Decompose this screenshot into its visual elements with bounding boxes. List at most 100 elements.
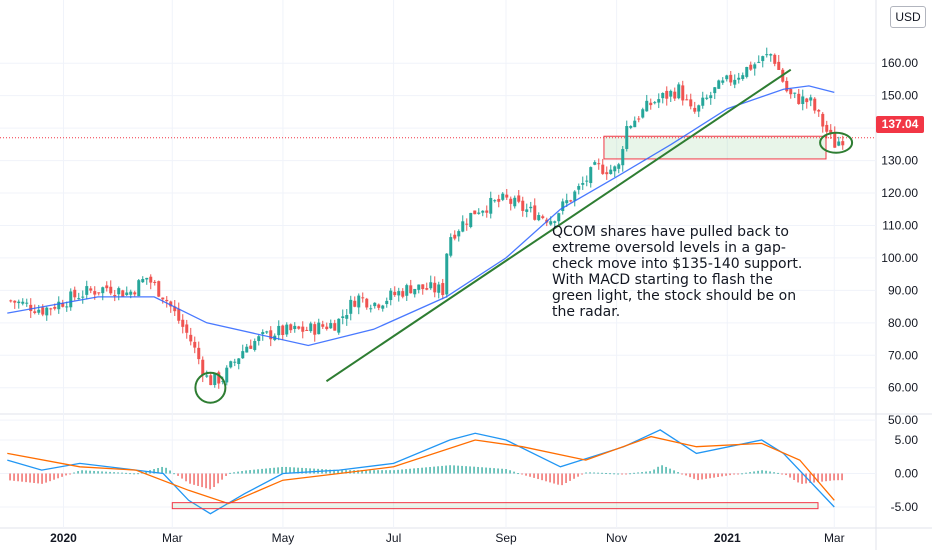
candle-body xyxy=(321,324,325,327)
candle-body xyxy=(701,97,705,106)
candle-body xyxy=(709,95,713,99)
macd-histogram-bar xyxy=(205,473,207,489)
macd-histogram-bar xyxy=(409,468,411,474)
candle-body xyxy=(801,96,805,105)
price-tick-label: 120.00 xyxy=(881,186,918,200)
macd-histogram-bar xyxy=(273,467,275,474)
macd-histogram-bar xyxy=(593,472,595,474)
macd-histogram-bar xyxy=(157,468,159,474)
macd-histogram-bar xyxy=(217,473,219,484)
candle-body xyxy=(197,347,201,360)
macd-histogram-bar xyxy=(441,465,443,474)
candle-body xyxy=(269,330,273,340)
macd-histogram-bar xyxy=(521,473,523,475)
price-tick-label: 50.00 xyxy=(888,413,918,427)
macd-histogram-bar xyxy=(265,468,267,474)
candle-body xyxy=(493,200,497,202)
macd-histogram-bar xyxy=(533,473,535,478)
macd-histogram-bar xyxy=(709,473,711,479)
macd-histogram-bar xyxy=(365,470,367,474)
annotation-text: QCOM shares have pulled back to extreme … xyxy=(552,224,803,320)
candle-body xyxy=(189,334,193,342)
candle-body xyxy=(769,54,773,56)
macd-histogram-bar xyxy=(801,473,803,484)
candle-body xyxy=(513,197,517,207)
macd-histogram-bar xyxy=(341,470,343,474)
candle-body xyxy=(9,300,13,302)
candle-body xyxy=(253,340,257,350)
candle-body xyxy=(329,323,333,329)
candle-body xyxy=(585,180,589,182)
time-tick-label: Jul xyxy=(386,531,401,545)
macd-histogram-bar xyxy=(285,466,287,474)
macd-line xyxy=(7,429,835,515)
macd-histogram-bar xyxy=(513,471,515,474)
candle-body xyxy=(133,292,137,295)
macd-histogram-bar xyxy=(221,473,223,480)
macd-histogram-bar xyxy=(293,467,295,474)
macd-histogram-bar xyxy=(613,473,615,475)
macd-histogram-bar xyxy=(569,473,571,481)
macd-histogram-bar xyxy=(49,473,51,482)
macd-histogram-bar xyxy=(517,473,519,475)
macd-histogram-bar xyxy=(245,470,247,474)
macd-histogram-bar xyxy=(53,473,55,480)
candle-body xyxy=(501,193,505,200)
candle-body xyxy=(129,291,133,295)
macd-oversold-zone xyxy=(171,502,819,510)
candle-body xyxy=(405,285,409,296)
macd-histogram-bar xyxy=(785,473,787,476)
macd-histogram-bar xyxy=(617,473,619,475)
macd-histogram-bar xyxy=(261,468,263,474)
macd-histogram-bar xyxy=(773,472,775,474)
time-tick-label: 2020 xyxy=(50,531,77,545)
macd-histogram-bar xyxy=(493,468,495,474)
currency-button[interactable]: USD xyxy=(890,6,926,28)
candle-body xyxy=(325,326,329,330)
candle-body xyxy=(537,215,541,221)
candle-body xyxy=(729,74,733,83)
macd-histogram-bar xyxy=(465,466,467,474)
candle-body xyxy=(837,141,841,146)
candle-body xyxy=(65,306,69,308)
macd-histogram-bar xyxy=(133,473,135,475)
candle-body xyxy=(561,201,565,212)
macd-histogram-bar xyxy=(741,473,743,475)
candle-body xyxy=(381,305,385,309)
macd-histogram-bar xyxy=(225,473,227,476)
candle-body xyxy=(589,167,593,184)
trendline xyxy=(325,68,792,383)
candle-body xyxy=(793,92,797,94)
candle-body xyxy=(681,85,685,101)
candle-body xyxy=(521,200,525,211)
macd-histogram-bar xyxy=(621,473,623,475)
macd-histogram-bar xyxy=(541,473,543,481)
macd-histogram-bar xyxy=(33,473,35,483)
candle-body xyxy=(661,93,665,99)
candle-body xyxy=(477,212,481,214)
macd-histogram-bar xyxy=(181,473,183,479)
candle-body xyxy=(637,118,641,120)
macd-histogram-bar xyxy=(753,471,755,474)
candle-body xyxy=(77,298,81,300)
macd-histogram-bar xyxy=(393,470,395,474)
candle-body xyxy=(25,302,29,304)
macd-histogram-bar xyxy=(713,473,715,478)
candle-body xyxy=(685,99,689,101)
candle-body xyxy=(437,284,441,293)
macd-histogram-bar xyxy=(145,471,147,474)
macd-histogram-bar xyxy=(813,473,815,483)
macd-histogram-bar xyxy=(825,473,827,482)
macd-histogram-bar xyxy=(445,465,447,474)
candle-body xyxy=(97,292,101,294)
macd-histogram-bar xyxy=(69,473,71,475)
macd-histogram-bar xyxy=(373,470,375,474)
macd-histogram-bar xyxy=(85,470,87,474)
macd-histogram-bar xyxy=(821,473,823,482)
candle-body xyxy=(705,97,709,99)
macd-histogram-bar xyxy=(201,473,203,488)
candle-body xyxy=(757,61,761,63)
candle-body xyxy=(41,307,45,315)
macd-histogram-bar xyxy=(573,473,575,479)
candle-body xyxy=(761,56,765,62)
